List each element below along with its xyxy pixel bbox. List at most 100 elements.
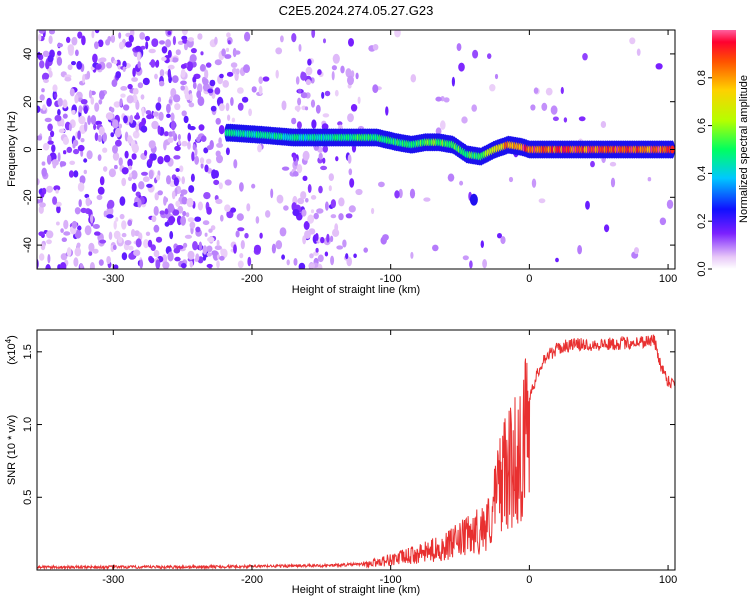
- noise-blob: [233, 159, 238, 169]
- noise-blob: [305, 79, 311, 86]
- noise-blob: [122, 104, 130, 111]
- x-tick-label: 0: [526, 273, 532, 285]
- noise-blob: [124, 240, 132, 246]
- noise-blob: [167, 203, 175, 213]
- noise-blob: [135, 238, 142, 248]
- noise-blob: [54, 93, 58, 98]
- noise-blob: [144, 35, 150, 42]
- noise-blob: [216, 154, 223, 164]
- noise-blob: [42, 104, 46, 111]
- noise-blob: [214, 87, 221, 95]
- noise-blob: [45, 60, 50, 70]
- noise-blob: [145, 110, 152, 115]
- noise-blob: [150, 59, 156, 68]
- noise-blob: [200, 51, 204, 56]
- noise-blob: [219, 73, 224, 79]
- noise-blob: [531, 178, 537, 188]
- noise-blob: [494, 73, 499, 80]
- noise-blob: [164, 221, 170, 227]
- noise-blob: [207, 236, 215, 243]
- snr-multiplier-exp: 4: [4, 338, 13, 343]
- noise-blob: [435, 96, 442, 102]
- noise-blob: [184, 234, 192, 239]
- noise-blob: [120, 86, 128, 91]
- noise-blob: [456, 43, 462, 52]
- noise-blob: [610, 177, 616, 188]
- noise-blob: [183, 242, 188, 248]
- noise-blob: [315, 104, 321, 114]
- noise-blob: [40, 243, 46, 251]
- noise-blob: [578, 116, 586, 122]
- noise-blob: [296, 121, 302, 129]
- noise-blob: [192, 81, 197, 90]
- noise-blob: [142, 176, 150, 183]
- noise-blob: [293, 258, 298, 266]
- noise-blob: [124, 150, 129, 159]
- x-tick-label: -100: [380, 574, 402, 586]
- noise-blob: [96, 194, 103, 201]
- noise-blob: [41, 167, 47, 177]
- noise-blob: [224, 204, 231, 212]
- noise-blob: [604, 224, 610, 233]
- noise-blob: [161, 56, 167, 62]
- noise-blob: [72, 139, 79, 147]
- noise-blob: [97, 154, 102, 162]
- noise-blob: [666, 199, 674, 209]
- noise-blob: [173, 177, 179, 187]
- noise-blob: [94, 30, 100, 34]
- noise-blob: [108, 168, 116, 178]
- noise-blob: [200, 135, 207, 142]
- noise-blob: [216, 260, 220, 269]
- noise-blob: [94, 41, 99, 50]
- noise-blob: [181, 30, 188, 36]
- noise-blob: [182, 210, 187, 217]
- noise-blob: [135, 124, 140, 133]
- noise-blob: [560, 86, 564, 95]
- noise-blob: [253, 244, 262, 254]
- noise-blob: [146, 114, 153, 120]
- colorbar: [712, 30, 736, 269]
- noise-blob: [113, 101, 121, 108]
- noise-blob: [189, 221, 196, 229]
- noise-blob: [131, 170, 138, 180]
- noise-blob: [332, 53, 340, 64]
- noise-blob: [37, 135, 43, 141]
- noise-blob: [42, 50, 50, 57]
- noise-blob: [76, 60, 83, 70]
- noise-blob: [68, 170, 74, 178]
- noise-blob: [86, 70, 91, 80]
- noise-blob: [143, 239, 149, 249]
- noise-blob: [225, 147, 230, 156]
- noise-blob: [118, 41, 125, 50]
- noise-blob: [440, 120, 446, 130]
- noise-blob: [302, 150, 310, 161]
- noise-blob: [168, 99, 172, 104]
- noise-blob: [167, 49, 172, 58]
- noise-blob: [292, 171, 299, 177]
- noise-blob: [265, 210, 271, 218]
- noise-blob: [164, 131, 169, 137]
- noise-blob: [99, 176, 105, 186]
- noise-blob: [202, 255, 207, 261]
- noise-blob: [115, 139, 122, 147]
- noise-blob: [120, 93, 126, 98]
- noise-blob: [541, 102, 548, 111]
- noise-blob: [328, 173, 334, 182]
- noise-blob: [92, 53, 98, 63]
- noise-blob: [159, 40, 165, 45]
- y-tick-label: -40: [22, 237, 34, 253]
- noise-blob: [298, 262, 306, 269]
- noise-blob: [155, 236, 163, 243]
- noise-blob: [346, 256, 353, 267]
- snr-x-ticks: -300 -200 -100 0 100: [102, 330, 677, 586]
- noise-blob: [487, 53, 492, 59]
- noise-blob: [74, 247, 82, 257]
- noise-blob: [330, 255, 335, 266]
- noise-blob: [141, 107, 145, 117]
- noise-blob: [313, 212, 319, 220]
- noise-blob: [181, 176, 185, 185]
- noise-blob: [57, 152, 61, 162]
- noise-blob: [255, 216, 260, 224]
- noise-blob: [78, 199, 82, 208]
